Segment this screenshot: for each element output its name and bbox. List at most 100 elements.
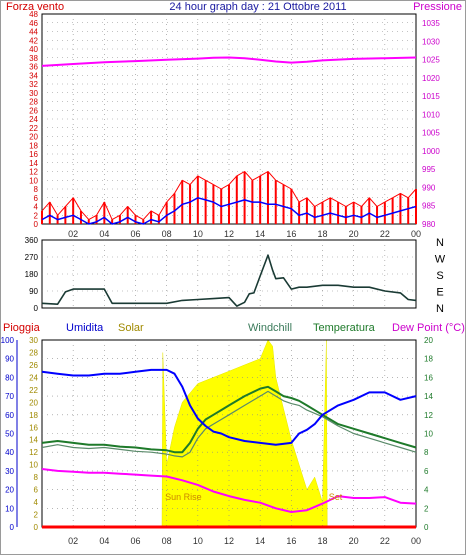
solar-ytick-label: 2 [34, 511, 39, 520]
wind-ytick-label: 12 [29, 168, 38, 177]
meteo-xtick-label: 06 [130, 536, 140, 546]
legend-solar: Solar [118, 322, 144, 334]
wind-ytick-label: 10 [29, 176, 38, 185]
direction-ytick-label: 0 [34, 304, 39, 313]
humidity-ytick-label: 40 [5, 448, 14, 457]
temperature-series [41, 385, 417, 454]
pressure-ytick-label: 1020 [422, 74, 440, 83]
wind-ytick-label: 30 [29, 89, 38, 98]
humidity-ytick-label: 50 [5, 430, 14, 439]
compass-label: S [436, 270, 443, 282]
meteo-xtick-label: 18 [317, 536, 327, 546]
solar-ytick-label: 22 [29, 386, 38, 395]
temp-ytick-label: 6 [424, 467, 429, 476]
legend-pioggia: Pioggia [3, 322, 41, 334]
meteo-xtick-label: 16 [286, 536, 296, 546]
wind-xtick-label: 08 [162, 229, 172, 239]
temp-ytick-label: 2 [424, 504, 429, 513]
wind-ytick-label: 2 [34, 211, 39, 220]
wind-ytick-label: 38 [29, 54, 38, 63]
humidity-ytick-label: 20 [5, 486, 14, 495]
legend-windchill: Windchill [248, 322, 292, 334]
wind-ytick-label: 24 [29, 115, 38, 124]
solar-ytick-label: 26 [29, 361, 38, 370]
solar-ytick-label: 24 [29, 373, 38, 382]
humidity-ytick-label: 0 [10, 523, 15, 532]
temp-ytick-label: 16 [424, 373, 433, 382]
windchill-series [41, 390, 417, 458]
direction-ytick-label: 180 [25, 270, 39, 279]
humidity-ytick-label: 90 [5, 355, 14, 364]
wind-xtick-label: 00 [411, 229, 421, 239]
pressure-axis-title: Pressione [413, 1, 462, 13]
pressure-ytick-label: 980 [422, 220, 436, 229]
wind-xtick-label: 14 [255, 229, 265, 239]
direction-series [41, 254, 417, 307]
pressure-ytick-label: 1025 [422, 56, 440, 65]
pressure-series [41, 56, 417, 67]
meteo-xtick-label: 10 [193, 536, 203, 546]
plot-layer: 0246810121416182022242628303234363840424… [1, 10, 446, 546]
temp-ytick-label: 14 [424, 392, 433, 401]
wind-xtick-label: 18 [317, 229, 327, 239]
wind-ytick-label: 18 [29, 141, 38, 150]
solar-ytick-label: 10 [29, 461, 38, 470]
wind-xtick-label: 22 [380, 229, 390, 239]
wind-series [41, 171, 417, 221]
wind-xtick-label: 16 [286, 229, 296, 239]
solar-ytick-label: 14 [29, 436, 38, 445]
pressure-ytick-label: 1015 [422, 92, 440, 101]
page-title: 24 hour graph day : 21 Ottobre 2011 [169, 1, 346, 13]
solar-ytick-label: 20 [29, 398, 38, 407]
solar-ytick-label: 30 [29, 336, 38, 345]
legend-temperatura: Temperatura [313, 322, 376, 334]
wind-ytick-label: 4 [34, 203, 39, 212]
compass-label: N [436, 303, 444, 315]
humidity-ytick-label: 100 [1, 336, 15, 345]
wind-ytick-label: 32 [29, 80, 38, 89]
humidity-ytick-label: 70 [5, 392, 14, 401]
wind-ytick-label: 26 [29, 106, 38, 115]
meteo-xtick-label: 00 [411, 536, 421, 546]
pressure-ytick-label: 1005 [422, 129, 440, 138]
wind-ytick-label: 42 [29, 36, 38, 45]
solar-ytick-label: 28 [29, 348, 38, 357]
meteo-xtick-label: 02 [68, 536, 78, 546]
wind-ytick-label: 16 [29, 150, 38, 159]
solar-ytick-label: 18 [29, 411, 38, 420]
compass-label: W [435, 254, 446, 266]
pressure-ytick-label: 985 [422, 202, 436, 211]
wind-ytick-label: 28 [29, 98, 38, 107]
meteo-xtick-label: 04 [99, 536, 109, 546]
humidity-ytick-label: 80 [5, 373, 14, 382]
wind-xtick-label: 02 [68, 229, 78, 239]
solar-ytick-label: 16 [29, 423, 38, 432]
meteo-xtick-label: 08 [162, 536, 172, 546]
direction-ytick-label: 90 [29, 287, 38, 296]
wind-ytick-label: 22 [29, 124, 38, 133]
temp-ytick-label: 8 [424, 448, 429, 457]
wind-ytick-label: 6 [34, 194, 39, 203]
meteo-xtick-label: 20 [349, 536, 359, 546]
wind-xtick-label: 10 [193, 229, 203, 239]
humidity-ytick-label: 30 [5, 467, 14, 476]
solar-ytick-label: 12 [29, 448, 38, 457]
wind-avg-series [41, 197, 417, 225]
meteo-xtick-label: 14 [255, 536, 265, 546]
wind-ytick-label: 34 [29, 71, 38, 80]
temp-ytick-label: 12 [424, 411, 433, 420]
pressure-ytick-label: 995 [422, 165, 436, 174]
temp-ytick-label: 18 [424, 355, 433, 364]
dewpoint-series [41, 468, 417, 513]
wind-ytick-label: 20 [29, 133, 38, 142]
temp-ytick-label: 10 [424, 430, 433, 439]
temp-ytick-label: 4 [424, 486, 429, 495]
wind-xtick-label: 06 [130, 229, 140, 239]
solar-ytick-label: 4 [34, 498, 39, 507]
pressure-ytick-label: 1000 [422, 147, 440, 156]
wind-ytick-label: 8 [34, 185, 39, 194]
wind-ytick-label: 40 [29, 45, 38, 54]
wind-ytick-label: 36 [29, 63, 38, 72]
